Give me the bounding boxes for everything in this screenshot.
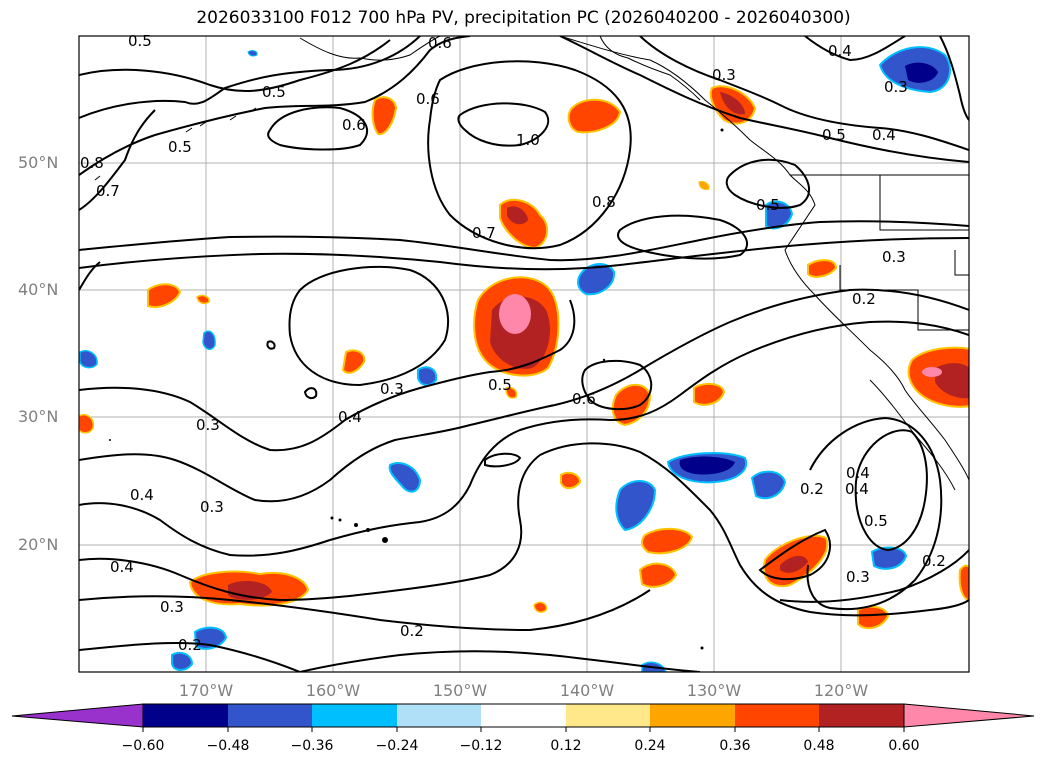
lon-label: 160°W [305,681,361,700]
lon-label: 120°W [813,681,869,700]
colorbar-swatch [397,704,481,727]
contour-labels: 0.5 0.6 0.5 0.6 0.5 0.6 0.8 0.7 1.0 0.8 … [80,32,946,654]
contour-label: 0.4 [845,480,869,498]
contour-label: 0.3 [882,248,906,266]
contour-label: 0.5 [168,138,192,156]
colorbar-swatch [735,704,819,727]
contour-label: 0.2 [400,622,424,640]
contour-label: 0.3 [712,66,736,84]
contour-label: 0.3 [380,380,404,398]
contour-label: 0.4 [872,126,896,144]
colorbar-tick-label: 0.36 [719,738,751,754]
colorbar-tick-label: 0.48 [803,738,835,754]
pv-contours [79,36,969,672]
contour-label: 0.2 [852,290,876,308]
contour-label: 0.6 [572,390,596,408]
contour-label: 0.2 [922,552,946,570]
colorbar-tick-label: −0.36 [290,738,334,754]
contour-label: 0.5 [262,83,286,101]
contour-label: 0.2 [178,636,202,654]
contour-label: 0.4 [110,558,134,576]
colorbar-swatch [312,704,397,727]
contour-label: 0.8 [80,154,104,172]
map-title: 2026033100 F012 700 hPa PV, precipitatio… [196,8,851,28]
precip-negative-shading [79,46,951,672]
contour-label: 0.4 [338,408,362,426]
colorbar-swatch [819,704,904,727]
lon-label: 150°W [432,681,488,700]
colorbar-extend-low [11,703,144,728]
contour-label: 0.6 [428,34,452,52]
contour-label: 0.3 [160,598,184,616]
colorbar-tick-label: 0.24 [634,738,666,754]
contour-label: 0.7 [96,182,120,200]
lon-label: 170°W [178,681,234,700]
colorbar-tick-label: 0.12 [550,738,582,754]
contour-label: 0.6 [342,116,366,134]
lat-label: 20°N [18,535,59,554]
colorbar-swatch [650,704,735,727]
contour-label: 0.3 [200,498,224,516]
colorbar-tick-label: −0.60 [121,738,165,754]
colorbar-tick-label: −0.48 [206,738,250,754]
colorbar [11,703,1035,732]
colorbar-swatch [566,704,650,727]
colorbar-extend-high [903,703,1035,728]
colorbar-swatch [481,704,566,727]
precip-positive-shading [79,85,969,630]
colorbar-swatch [228,704,312,727]
colorbar-swatch [143,704,228,727]
colorbar-tick-label: −0.12 [459,738,503,754]
contour-label: 0.2 [800,480,824,498]
contour-label: 0.5 [488,376,512,394]
contour-label: 0.7 [472,224,496,242]
contour-label: 0.5 [822,126,846,144]
lon-label: 130°W [686,681,742,700]
contour-label: 0.3 [846,568,870,586]
contour-label: 0.3 [884,78,908,96]
contour-label: 0.5 [864,512,888,530]
map-frame [78,35,970,673]
colorbar-tick-label: −0.24 [375,738,419,754]
contour-label: 0.3 [196,416,220,434]
coastlines [94,36,969,491]
contour-label: 0.4 [828,42,852,60]
contour-label: 0.4 [130,486,154,504]
lon-label: 140°W [559,681,615,700]
contour-label: 0.5 [756,196,780,214]
contour-label: 0.6 [416,90,440,108]
contour-label: 0.5 [128,32,152,50]
contour-label: 0.4 [846,464,870,482]
colorbar-tick-label: 0.60 [888,738,920,754]
lat-label: 50°N [18,153,59,172]
contour-label: 0.8 [592,193,616,211]
contour-label: 1.0 [516,131,540,149]
lat-label: 40°N [18,280,59,299]
lat-label: 30°N [18,407,59,426]
